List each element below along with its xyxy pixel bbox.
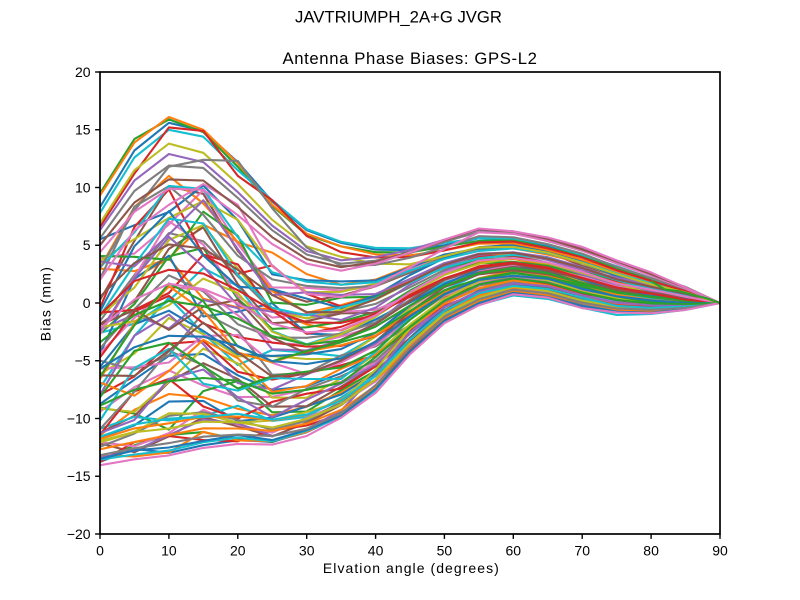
svg-text:90: 90	[712, 543, 728, 559]
svg-text:15: 15	[75, 122, 91, 138]
svg-text:−10: −10	[67, 410, 91, 426]
svg-text:80: 80	[643, 543, 659, 559]
svg-text:5: 5	[83, 237, 91, 253]
svg-text:10: 10	[161, 543, 177, 559]
svg-text:30: 30	[299, 543, 315, 559]
svg-text:Elvation angle (degrees): Elvation angle (degrees)	[323, 560, 500, 576]
svg-text:70: 70	[574, 543, 590, 559]
svg-text:−5: −5	[75, 353, 91, 369]
svg-text:JAVTRIUMPH_2A+G JVGR: JAVTRIUMPH_2A+G JVGR	[295, 8, 502, 27]
svg-text:−20: −20	[67, 526, 91, 542]
svg-text:20: 20	[75, 64, 91, 80]
svg-text:Antenna Phase Biases: GPS-L2: Antenna Phase Biases: GPS-L2	[282, 49, 537, 68]
svg-text:0: 0	[83, 295, 91, 311]
svg-text:60: 60	[506, 543, 522, 559]
svg-text:−15: −15	[67, 468, 91, 484]
svg-text:0: 0	[96, 543, 104, 559]
svg-text:50: 50	[437, 543, 453, 559]
svg-text:20: 20	[230, 543, 246, 559]
svg-text:40: 40	[368, 543, 384, 559]
svg-text:Bias (mm): Bias (mm)	[38, 266, 54, 341]
svg-text:10: 10	[75, 179, 91, 195]
